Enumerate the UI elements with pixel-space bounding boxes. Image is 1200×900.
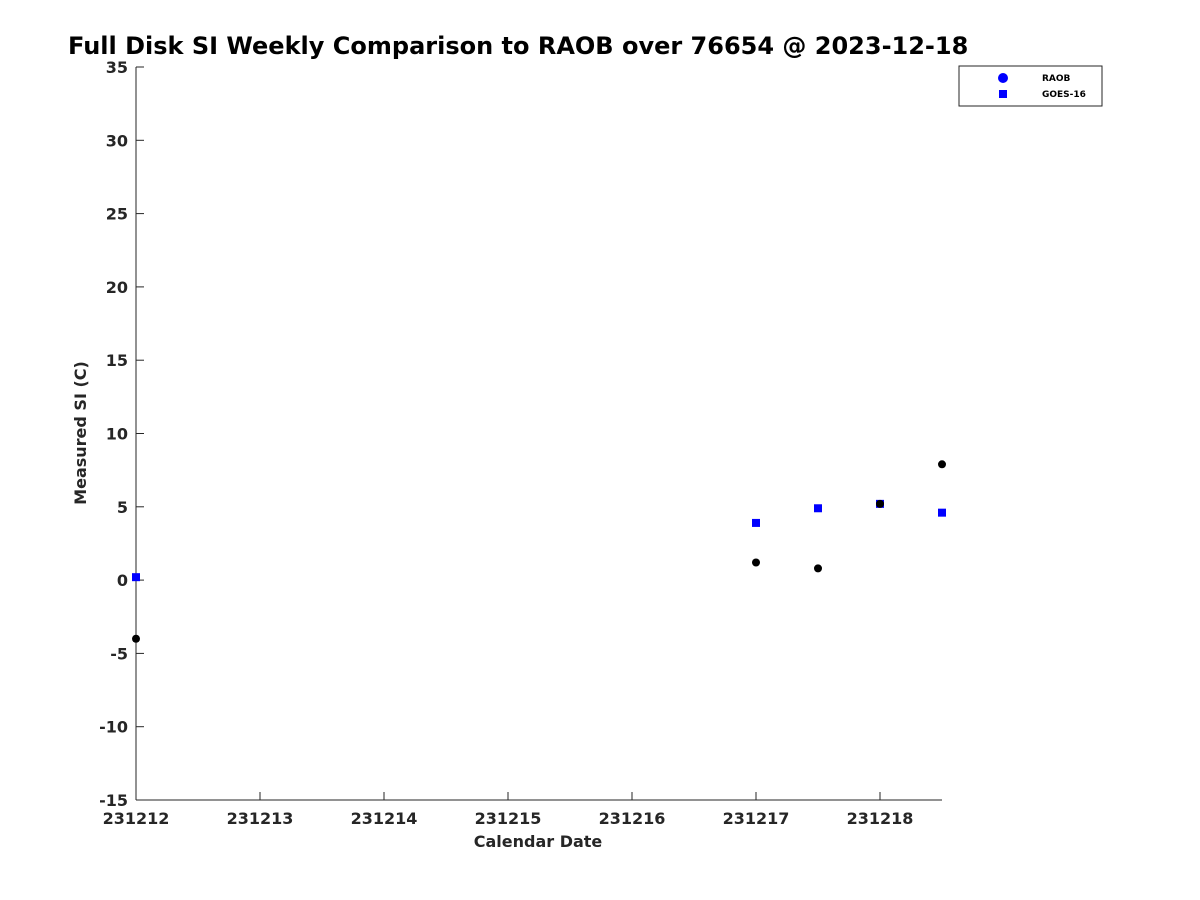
x-axis-label: Calendar Date [474,832,603,851]
raob-point [752,558,760,567]
raob-point [814,564,822,573]
y-tick-label: 30 [106,131,128,150]
raob-point [938,460,946,469]
goes16-point [752,518,760,527]
axes [135,67,942,801]
x-tick-label: 231216 [599,809,666,828]
x-tick-label: 231213 [227,809,294,828]
y-tick-label: -10 [99,718,128,737]
legend-raob-marker [998,73,1008,83]
x-tick-label: 231218 [847,809,914,828]
y-tick-label: 5 [117,498,128,517]
goes16-point [814,504,822,513]
y-tick-label: 15 [106,351,128,370]
legend: RAOB GOES-16 [958,65,1103,107]
y-tick-label: 10 [106,425,128,444]
x-ticks: 231212 231213 231214 231215 231216 231217 2312… [103,792,914,828]
y-axis-label: Measured SI (C) [71,361,90,505]
y-tick-label: 20 [106,278,128,297]
raob-point [132,634,140,643]
data-points [132,460,946,643]
x-tick-label: 231215 [475,809,542,828]
x-tick-label: 231214 [351,809,418,828]
x-tick-label: 231217 [723,809,790,828]
y-tick-label: -5 [110,644,128,663]
y-tick-label: -15 [99,791,128,810]
y-tick-label: 25 [106,205,128,224]
legend-goes16-label: GOES-16 [1042,90,1086,100]
legend-raob-label: RAOB [1042,74,1071,84]
x-tick-label: 231212 [103,809,170,828]
legend-goes16-marker [999,90,1007,98]
goes16-point [938,508,946,517]
legend-box [958,65,1103,107]
raob-point [876,499,884,508]
goes16-point [132,573,140,582]
y-tick-label: 0 [117,571,128,590]
y-tick-label: 35 [106,58,128,77]
chart-title: Full Disk SI Weekly Comparison to RAOB o… [68,32,968,60]
y-ticks: -15 -10 -5 0 5 10 15 20 25 30 35 [99,58,144,810]
